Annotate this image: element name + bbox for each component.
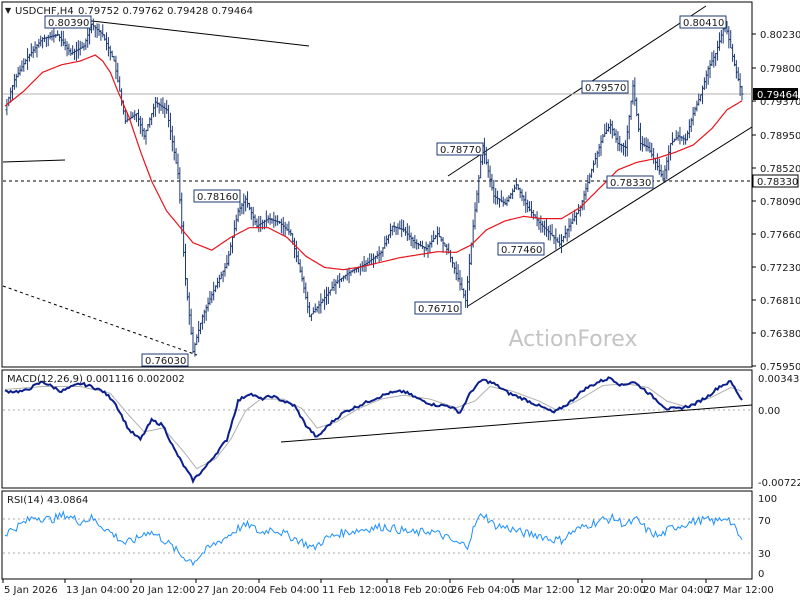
moving-average-line	[4, 54, 743, 271]
price-axis-label: 0.77230	[760, 263, 800, 274]
price-callout: 0.78160	[193, 189, 241, 203]
time-axis-label: 5 Mar 12:00	[514, 585, 574, 596]
current-price-tag: 0.79464	[753, 88, 798, 101]
time-axis-label: 27 Mar 12:00	[707, 585, 774, 596]
price-callout: 0.77460	[497, 242, 545, 256]
rsi-axis-label: 70	[758, 516, 771, 527]
price-callout-layer: 0.80390 0.76030 0.78160 0.76710 0.78770 0.774…	[44, 15, 727, 367]
price-callout-label: 0.78160	[197, 192, 238, 203]
short-horizontal-line	[2, 159, 66, 163]
price-axis-label: 0.79370	[760, 97, 800, 108]
channel-upper-line	[447, 5, 707, 177]
price-callout-label: 0.80390	[48, 18, 89, 29]
price-callout-label: 0.77460	[501, 245, 542, 256]
macd-line	[4, 376, 743, 484]
price-series-layer	[5, 18, 744, 357]
rsi-line	[4, 510, 743, 567]
watermark: ActionForex	[509, 327, 638, 352]
time-axis-label: 26 Feb 04:00	[451, 585, 517, 596]
time-axis-label: 20 Jan 12:00	[132, 585, 195, 596]
price-callout-label: 0.78770	[440, 145, 481, 156]
price-axis-label: 0.75950	[760, 362, 800, 373]
price-axis-label: 0.78090	[760, 197, 800, 208]
price-axis-label: 0.76810	[760, 296, 800, 307]
price-callout: 0.78330	[606, 175, 654, 189]
support-level-label: 0.78330	[757, 177, 798, 188]
macd-axis-label: 0.00	[758, 406, 780, 417]
price-callout-label: 0.76710	[418, 304, 459, 315]
rsi-series-layer	[4, 510, 743, 567]
support-level-tag: 0.78330	[752, 174, 799, 188]
trendline-lower-dashed	[2, 285, 198, 356]
trendline-top-downtrend	[56, 16, 310, 47]
time-axis-label: 5 Jan 2026	[4, 585, 58, 596]
time-axis-label: 27 Jan 20:00	[197, 585, 260, 596]
rsi-label: RSI(14) 43.0864	[7, 495, 88, 506]
price-callout: 0.79570	[581, 80, 629, 94]
price-callout: 0.78770	[436, 142, 484, 156]
price-callout-label: 0.76030	[145, 356, 186, 367]
rsi-panel-frame	[1, 490, 753, 580]
price-callout-label: 0.78330	[610, 178, 651, 189]
price-callout: 0.76030	[141, 353, 189, 367]
time-axis-label: 4 Feb 04:00	[260, 585, 319, 596]
price-callout: 0.80410	[679, 15, 727, 29]
macd-trendline	[280, 404, 753, 443]
price-axis-label: 0.78520	[760, 164, 800, 175]
time-axis-label: 13 Jan 04:00	[66, 585, 129, 596]
time-axis-label: 12 Mar 20:00	[579, 585, 646, 596]
price-axis-label: 0.76380	[760, 329, 800, 340]
time-axis-label: 20 Mar 04:00	[643, 585, 710, 596]
price-callout-label: 0.80410	[683, 18, 724, 29]
rsi-axis-label: 0	[758, 569, 764, 580]
moving-average-layer	[4, 54, 743, 271]
price-callout: 0.76710	[414, 301, 462, 315]
price-axis-label: 0.80230	[760, 30, 800, 41]
rsi-axis-label: 100	[758, 494, 777, 505]
time-axis-label: 18 Feb 20:00	[388, 585, 454, 596]
macd-axis-label: 0.003432	[758, 374, 800, 385]
macd-label: MACD(12,26,9) 0.001116 0.002002	[7, 374, 185, 385]
price-axis-label: 0.79800	[760, 64, 800, 75]
price-callout: 0.80390	[44, 15, 92, 29]
current-price-label: 0.79464	[757, 90, 798, 101]
ohlc-values: 0.79752 0.79762 0.79428 0.79464	[78, 6, 253, 17]
channel-lower-line	[467, 126, 753, 307]
axis-label-layer: 0.80230 0.79800 0.79370 0.78950 0.78520 0.780…	[2, 30, 800, 596]
time-axis-label: 11 Feb 12:00	[322, 585, 388, 596]
macd-series-layer	[4, 376, 743, 484]
price-callout-label: 0.79570	[585, 83, 626, 94]
price-axis-label: 0.77660	[760, 230, 800, 241]
rsi-axis-label: 30	[758, 549, 771, 560]
macd-axis-label: -0.007223	[758, 478, 800, 489]
price-axis-label: 0.78950	[760, 131, 800, 142]
chevron-down-icon[interactable]: ▼	[5, 6, 12, 15]
price-bar	[740, 85, 744, 101]
macd-panel-frame	[1, 369, 753, 489]
symbol-title: USDCHF,H4	[15, 6, 74, 17]
